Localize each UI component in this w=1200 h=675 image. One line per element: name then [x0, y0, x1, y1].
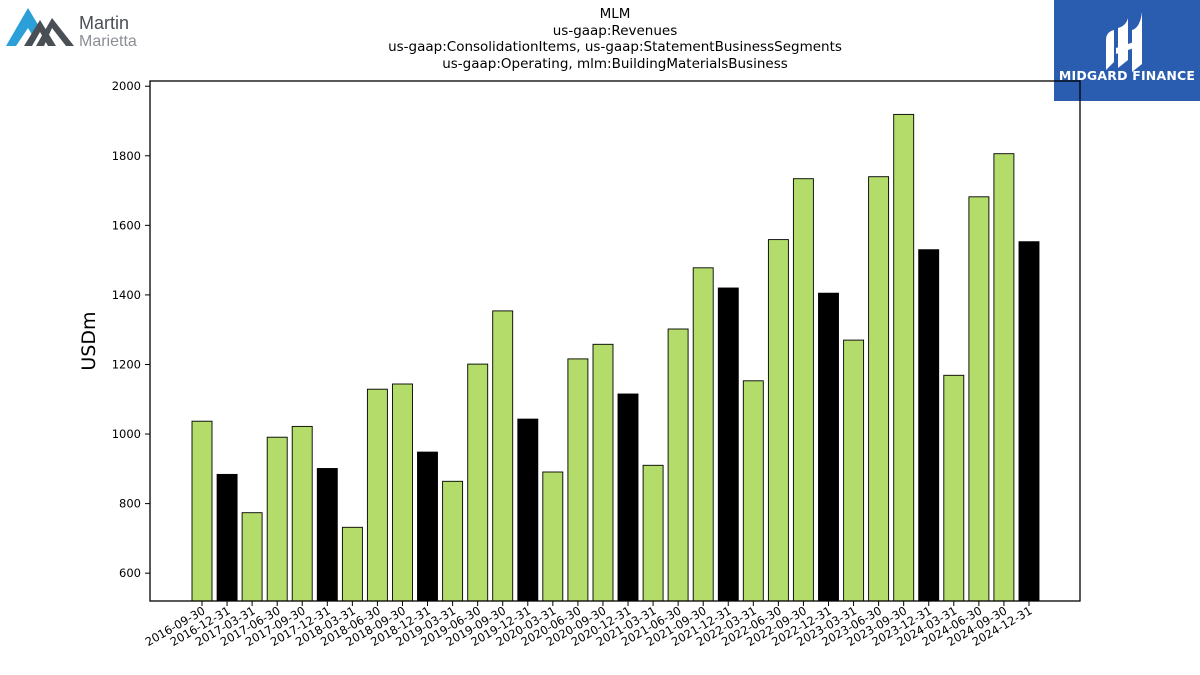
bar-2023-03-31	[843, 339, 865, 602]
bar-2024-09-30	[993, 153, 1015, 602]
bar-2023-12-31	[918, 249, 940, 602]
bar-2020-12-31	[617, 393, 639, 602]
bar-2019-09-30	[492, 310, 514, 602]
logo-line1: Martin	[79, 13, 129, 33]
bar-2017-09-30	[291, 425, 313, 602]
bar-2024-12-31	[1018, 241, 1040, 602]
chart-title-line-1: MLM	[599, 6, 631, 22]
y-axis: 600 800 1000 1200 1400 1600 1800 2000	[112, 79, 150, 580]
bar-2018-06-30	[366, 388, 388, 602]
bar-2022-06-30	[767, 239, 789, 602]
plot-frame	[149, 80, 1081, 602]
chart-title-line-3: us-gaap:ConsolidationItems, us-gaap:Stat…	[388, 39, 842, 55]
bar-2020-06-30	[567, 358, 589, 602]
bar-2018-03-31	[341, 526, 363, 602]
midgard-logo-icon	[1106, 12, 1142, 72]
bar-2024-03-31	[943, 374, 965, 602]
bar-2019-06-30	[467, 363, 489, 602]
y-tick-label: 600	[119, 566, 141, 580]
logo-line2: Marietta	[79, 33, 137, 50]
bar-2017-06-30	[266, 436, 288, 602]
bar-2017-12-31	[316, 468, 338, 602]
bar-2022-03-31	[742, 380, 764, 602]
chart-title-line-2: us-gaap:Revenues	[552, 22, 678, 39]
y-tick-label: 2000	[112, 79, 141, 93]
bar-2021-12-31	[717, 287, 739, 602]
bar-2016-09-30	[191, 420, 213, 602]
bar-2019-12-31	[517, 418, 539, 602]
midgard-finance-logo: MIDGARD FINANCE	[1054, 0, 1200, 101]
bar-series	[191, 113, 1040, 602]
bar-2021-09-30	[692, 267, 714, 602]
x-axis: 2016-09-302016-12-312017-03-312017-06-30…	[143, 601, 1034, 649]
mountain-logo-icon	[6, 8, 74, 46]
bar-2022-12-31	[818, 292, 839, 602]
bar-2020-03-31	[542, 471, 564, 602]
bar-2017-03-31	[241, 512, 263, 602]
bar-2018-12-31	[417, 451, 438, 602]
bar-2021-06-30	[667, 328, 689, 602]
bar-2023-06-30	[868, 176, 890, 602]
chart-title-line-4: us-gaap:Operating, mlm:BuildingMaterials…	[442, 55, 788, 72]
y-tick-label: 1200	[112, 357, 141, 371]
chart-title-block: MLM us-gaap:Revenues us-gaap:Consolidati…	[300, 6, 930, 72]
bar-2021-03-31	[642, 464, 664, 602]
bar-2016-12-31	[216, 473, 238, 602]
bar-2023-09-30	[893, 113, 915, 602]
y-axis-label: USDm	[78, 311, 100, 370]
midgard-logo-text: MIDGARD FINANCE	[1058, 68, 1196, 83]
y-tick-label: 1400	[112, 288, 141, 302]
martin-marietta-logo: Martin Marietta	[6, 8, 137, 50]
bar-2018-09-30	[392, 383, 413, 602]
bar-2024-06-30	[968, 196, 990, 602]
bar-2019-03-31	[442, 480, 464, 602]
y-tick-label: 1800	[112, 149, 141, 163]
y-tick-label: 1000	[112, 427, 141, 441]
bar-2020-09-30	[592, 343, 614, 602]
y-tick-label: 1600	[112, 218, 141, 232]
bar-2022-09-30	[792, 178, 814, 602]
y-tick-label: 800	[119, 497, 141, 511]
